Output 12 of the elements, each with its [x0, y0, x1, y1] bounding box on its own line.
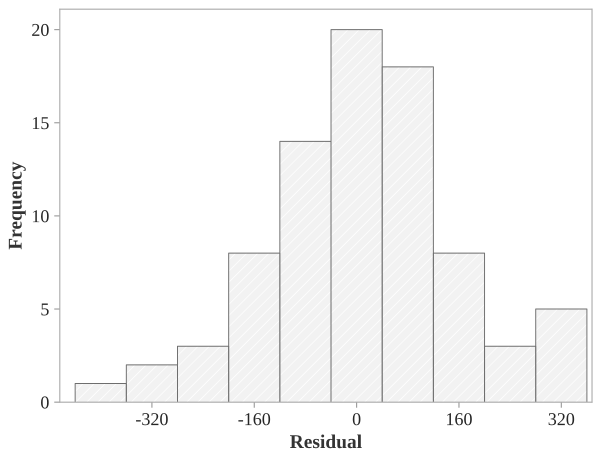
y-tick-label: 15	[32, 117, 49, 130]
x-tick-label: 320	[548, 413, 574, 426]
y-tick-label: 0	[41, 396, 49, 409]
x-tick-label: 0	[352, 413, 360, 426]
y-tick-label: 20	[32, 24, 49, 36]
y-axis-title: Frequency	[8, 162, 26, 250]
x-tick-label: -160	[238, 413, 270, 426]
y-tick-label: 5	[41, 303, 49, 316]
y-tick-label: 10	[32, 210, 49, 222]
x-tick-label: 160	[447, 413, 472, 426]
x-tick-label: -320	[136, 413, 168, 426]
x-axis-title: Residual	[290, 434, 362, 448]
